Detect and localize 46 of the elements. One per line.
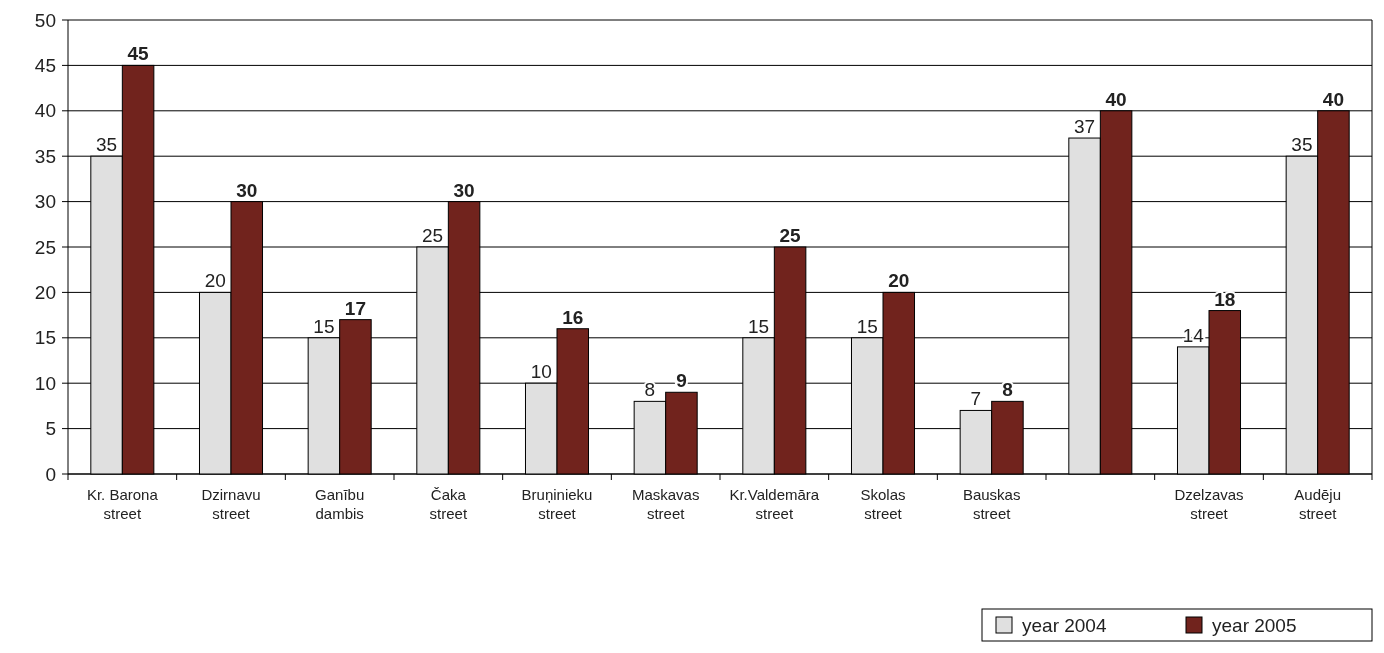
data-label: 16 — [562, 306, 584, 328]
data-label: 30 — [453, 179, 475, 201]
data-label: 45 — [127, 43, 150, 65]
data-label: 7 — [970, 388, 982, 410]
x-tick-label: Ganību dambis — [315, 486, 365, 522]
data-label: 35 — [96, 134, 118, 156]
y-tick-label: 45 — [34, 55, 56, 77]
y-tick-label: 50 — [34, 9, 56, 31]
x-tick-label: Dzelzavas street — [1174, 486, 1244, 522]
data-label: 37 — [1074, 116, 1096, 138]
y-tick-label: 20 — [34, 282, 56, 304]
data-label: 20 — [888, 270, 910, 292]
legend-label: year 2005 — [1212, 614, 1297, 636]
x-tick-label: Audēju street — [1294, 486, 1342, 522]
data-label: 25 — [779, 225, 802, 246]
data-label: 40 — [1105, 88, 1127, 110]
data-label: 25 — [422, 225, 444, 246]
x-tick-label: Bruņinieku street — [521, 486, 593, 522]
y-tick-label: 25 — [34, 236, 56, 258]
x-tick-label: Bauskas street — [962, 486, 1021, 522]
x-tick-label: Dzirnavu street — [201, 486, 261, 522]
y-tick-label: 30 — [34, 191, 56, 213]
y-tick-label: 5 — [45, 418, 56, 440]
data-label: 20 — [204, 270, 226, 292]
data-label: 30 — [236, 179, 258, 201]
y-tick-label: 40 — [34, 100, 56, 122]
data-label: 17 — [344, 297, 366, 319]
data-label: 8 — [1002, 379, 1013, 401]
y-tick-label: 35 — [34, 145, 56, 167]
data-label: 40 — [1322, 88, 1344, 110]
data-label: 10 — [530, 361, 552, 383]
y-tick-label: 10 — [34, 372, 56, 394]
x-tick-label: Kr. Barona street — [86, 486, 159, 522]
data-label: 15 — [856, 315, 878, 337]
legend-label: year 2004 — [1022, 614, 1107, 636]
x-tick-label: Kr.Valdemāra street — [729, 486, 820, 522]
data-label: 15 — [748, 315, 770, 337]
data-label: 15 — [313, 315, 335, 337]
y-tick-label: 15 — [34, 327, 56, 349]
y-tick-label: 0 — [45, 463, 56, 485]
x-tick-label: Maskavas street — [631, 486, 700, 522]
data-label: 35 — [1291, 134, 1313, 156]
data-label: 8 — [644, 379, 656, 401]
x-tick-label: Skolas street — [860, 486, 906, 522]
data-label: 18 — [1214, 288, 1236, 310]
x-tick-label: Čaka street — [429, 486, 468, 522]
